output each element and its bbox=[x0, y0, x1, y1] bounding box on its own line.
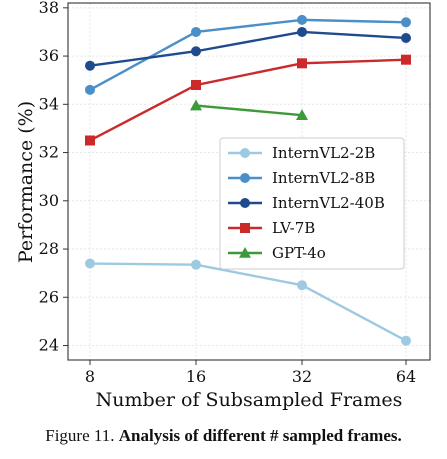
y-tick-label: 34 bbox=[39, 94, 59, 113]
y-tick-label: 36 bbox=[39, 46, 59, 65]
x-tick-label: 8 bbox=[85, 367, 95, 386]
legend-item-internvl2-8b: InternVL2-8B bbox=[228, 169, 375, 187]
legend: InternVL2-2B InternVL2-8B InternVL2-40B LV-… bbox=[219, 137, 405, 270]
series-internvl2-8b bbox=[85, 14, 411, 95]
x-axis-title: Number of Subsampled Frames bbox=[96, 389, 403, 411]
legend-label: GPT-4o bbox=[272, 244, 326, 262]
plot-frame bbox=[67, 2, 431, 361]
series-line-lv-7b bbox=[89, 58, 407, 142]
y-tick-label: 30 bbox=[39, 191, 59, 210]
data-point-lv-7b bbox=[191, 80, 201, 91]
data-point-internvl2-8b bbox=[191, 26, 201, 37]
legend-label: InternVL2-40B bbox=[272, 194, 385, 212]
figure-caption: Figure 11. Analysis of different # sampl… bbox=[0, 426, 447, 446]
y-axis-title: Performance (%) bbox=[15, 101, 37, 263]
data-point-gpt-4o bbox=[296, 109, 308, 120]
y-tick-label: 24 bbox=[39, 336, 59, 355]
legend-label: InternVL2-2B bbox=[272, 144, 375, 162]
legend-swatch-marker bbox=[240, 148, 250, 158]
data-point-internvl2-2b bbox=[297, 280, 307, 291]
data-point-gpt-4o bbox=[190, 99, 202, 111]
axis-ticks: 24 26 28 30 32 34 36 38 8 16 32 64 bbox=[39, 0, 417, 386]
series-line-internvl2-8b bbox=[89, 18, 407, 91]
legend-swatch-marker bbox=[240, 173, 250, 183]
caption-title: Analysis of different # sampled frames. bbox=[118, 426, 402, 445]
series-gpt-4o bbox=[190, 99, 308, 120]
data-point-internvl2-40b bbox=[297, 26, 307, 37]
series-line-internvl2-2b bbox=[89, 262, 407, 342]
data-point-internvl2-40b bbox=[85, 60, 95, 71]
legend-item-gpt-4o: GPT-4o bbox=[228, 244, 326, 262]
series-line-gpt-4o bbox=[195, 104, 303, 117]
legend-swatch-marker bbox=[240, 198, 250, 208]
data-point-lv-7b bbox=[297, 58, 307, 69]
series-internvl2-2b bbox=[85, 258, 411, 346]
data-point-internvl2-8b bbox=[401, 17, 411, 28]
legend-label: LV-7B bbox=[272, 219, 315, 237]
x-tick-label: 32 bbox=[292, 367, 312, 386]
legend-label: InternVL2-8B bbox=[272, 169, 375, 187]
legend-swatch-marker bbox=[239, 247, 251, 258]
x-tick-label: 64 bbox=[396, 367, 416, 386]
series-internvl2-40b bbox=[85, 26, 411, 71]
legend-item-lv-7b: LV-7B bbox=[228, 219, 315, 237]
data-point-internvl2-40b bbox=[191, 46, 201, 57]
data-point-internvl2-2b bbox=[191, 259, 201, 270]
y-tick-label: 28 bbox=[39, 239, 59, 258]
series-line-internvl2-40b bbox=[89, 30, 407, 67]
caption-prefix: Figure 11. bbox=[45, 426, 119, 445]
series-lv-7b bbox=[85, 54, 411, 146]
y-tick-label: 26 bbox=[39, 287, 59, 306]
data-point-lv-7b bbox=[85, 135, 95, 146]
data-point-lv-7b bbox=[401, 54, 411, 65]
data-point-internvl2-2b bbox=[85, 258, 95, 269]
x-tick-label: 16 bbox=[186, 367, 206, 386]
legend-item-internvl2-2b: InternVL2-2B bbox=[228, 144, 375, 162]
legend-box bbox=[219, 137, 405, 270]
legend-swatch-marker bbox=[240, 223, 250, 233]
series-lines bbox=[85, 14, 411, 346]
data-point-internvl2-40b bbox=[401, 32, 411, 43]
data-point-internvl2-8b bbox=[85, 84, 95, 95]
y-tick-label: 38 bbox=[39, 0, 59, 17]
data-point-internvl2-2b bbox=[401, 335, 411, 346]
data-point-internvl2-8b bbox=[297, 14, 307, 25]
y-tick-label: 32 bbox=[39, 143, 59, 162]
legend-item-internvl2-40b: InternVL2-40B bbox=[228, 194, 385, 212]
